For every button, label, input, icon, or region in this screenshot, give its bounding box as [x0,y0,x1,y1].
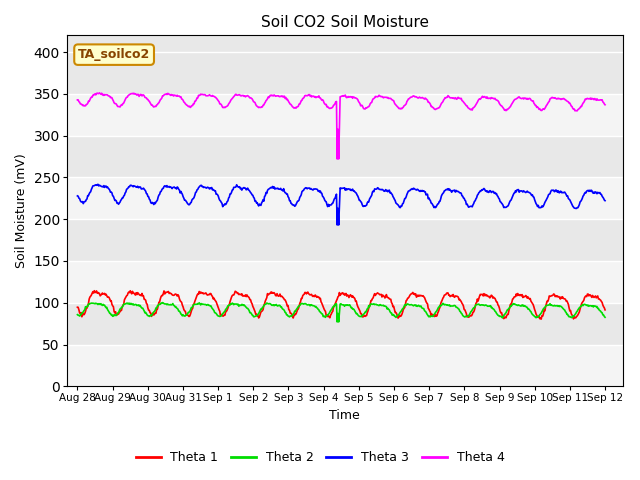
Theta 3 [83,196,91,202]
Theta 4 [333,156,341,162]
Line: Theta 1: Theta 1 [77,291,605,319]
Theta 4 [192,98,200,104]
Theta 4 [407,95,415,100]
Theta 2 [159,300,166,305]
X-axis label: Time: Time [330,409,360,422]
Theta 3 [333,222,341,228]
Theta 2 [407,302,415,308]
Theta 2 [83,303,91,309]
Bar [67,94,623,136]
Theta 2 [138,305,145,311]
Theta 4 [138,93,146,99]
Theta 3 [601,198,609,204]
Theta 2 [422,309,430,315]
Theta 2 [192,301,200,307]
Theta 4 [95,90,103,96]
Title: Soil CO2 Soil Moisture: Soil CO2 Soil Moisture [260,15,429,30]
Theta 1 [138,290,146,296]
Legend: Theta 1, Theta 2, Theta 3, Theta 4: Theta 1, Theta 2, Theta 3, Theta 4 [131,446,509,469]
Theta 3 [74,193,81,199]
Theta 4 [422,96,430,102]
Y-axis label: Soil Moisture (mV): Soil Moisture (mV) [15,154,28,268]
Theta 1 [74,304,81,310]
Theta 1 [220,313,227,319]
Line: Theta 3: Theta 3 [77,184,605,225]
Theta 2 [333,319,341,325]
Theta 3 [407,187,415,192]
Theta 4 [601,102,609,108]
Theta 1 [601,307,609,313]
Theta 4 [74,97,81,103]
Theta 1 [90,288,98,294]
Theta 3 [138,186,146,192]
Theta 4 [83,101,91,107]
Bar [67,178,623,219]
Theta 3 [192,190,200,195]
Theta 2 [74,312,81,318]
Theta 2 [220,310,227,316]
Theta 3 [220,203,227,208]
Theta 1 [406,292,413,298]
Theta 3 [94,181,102,187]
Theta 2 [601,314,609,320]
Bar [67,345,623,386]
Theta 1 [83,305,91,311]
Theta 1 [421,297,429,302]
Line: Theta 4: Theta 4 [77,93,605,159]
Theta 1 [192,297,200,302]
Theta 3 [422,192,430,198]
Theta 4 [220,105,227,110]
Text: TA_soilco2: TA_soilco2 [78,48,150,61]
Bar [67,261,623,303]
Theta 1 [538,316,545,322]
Line: Theta 2: Theta 2 [77,302,605,322]
